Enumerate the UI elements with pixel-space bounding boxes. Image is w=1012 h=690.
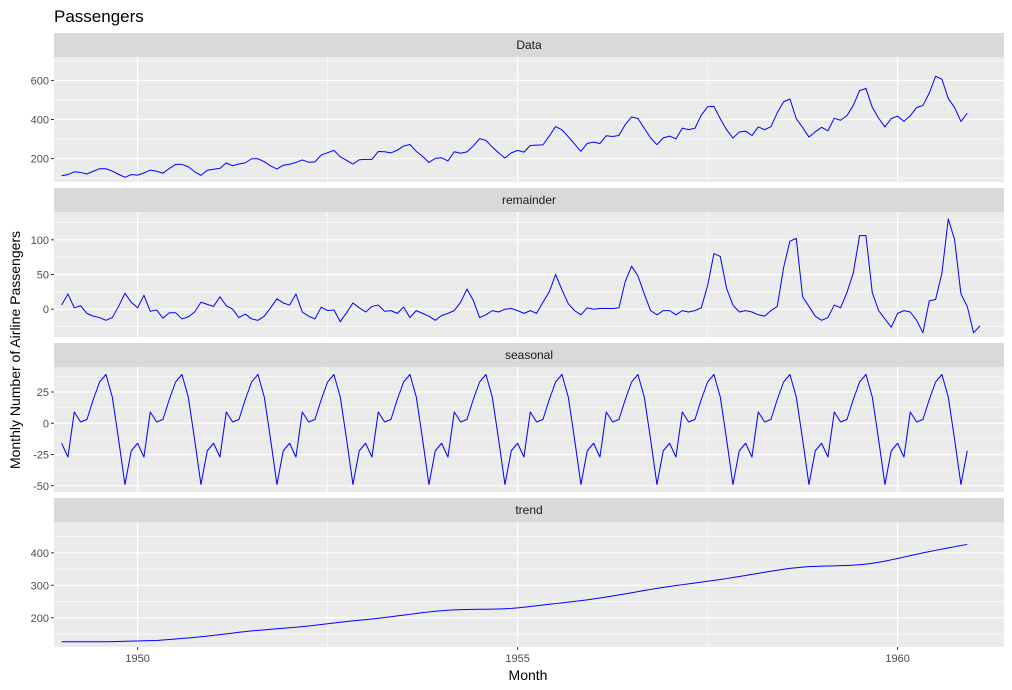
panel-data: Data 200 400 600 (31, 33, 1004, 182)
panel-background-seasonal (54, 367, 1004, 492)
series-line-remainder (61, 218, 981, 334)
chart-title: Passengers (54, 7, 144, 26)
y-tick-label: -25 (33, 450, 49, 462)
strip-seasonal (54, 343, 1004, 367)
y-tick-label: 400 (31, 115, 49, 127)
x-axis-title: Month (509, 667, 548, 683)
strip-label-remainder: remainder (502, 193, 556, 207)
strip-label-trend: trend (515, 503, 542, 517)
y-tick-label: 200 (31, 613, 49, 625)
y-tick-label: -50 (33, 481, 49, 493)
panel-trend: trend 200 300 400 (31, 498, 1004, 647)
y-tick-label: 400 (31, 548, 49, 560)
panel-seasonal: seasonal -50 -25 0 25 (33, 343, 1004, 493)
y-tick-label: 50 (37, 270, 49, 282)
strip-label-seasonal: seasonal (505, 348, 553, 362)
y-tick-label: 25 (37, 387, 49, 399)
y-tick-label: 200 (31, 154, 49, 166)
strip-data (54, 33, 1004, 57)
panel-background-trend (54, 522, 1004, 647)
series-line-trend (61, 543, 968, 643)
y-tick-label: 100 (31, 235, 49, 247)
panel-remainder: remainder 0 50 100 (31, 188, 1004, 337)
y-tick-label: 300 (31, 580, 49, 592)
strip-trend (54, 498, 1004, 522)
y-tick-label: 600 (31, 75, 49, 87)
x-tick-label: 1955 (505, 653, 529, 665)
series-line-seasonal (61, 374, 968, 485)
y-tick-label: 0 (43, 418, 49, 430)
strip-label-data: Data (516, 38, 542, 52)
x-axis: 1950 1955 1960 (125, 647, 910, 665)
x-tick-label: 1960 (885, 653, 909, 665)
y-axis-title: Monthly Number of Airline Passengers (7, 231, 23, 469)
strip-remainder (54, 188, 1004, 212)
series-line-data (61, 75, 968, 178)
panels-layer: Data 200 400 600 remainder 0 50 100 seasonal -50 -… (31, 33, 1004, 647)
x-tick-label: 1950 (125, 653, 149, 665)
y-tick-label: 0 (43, 304, 49, 316)
